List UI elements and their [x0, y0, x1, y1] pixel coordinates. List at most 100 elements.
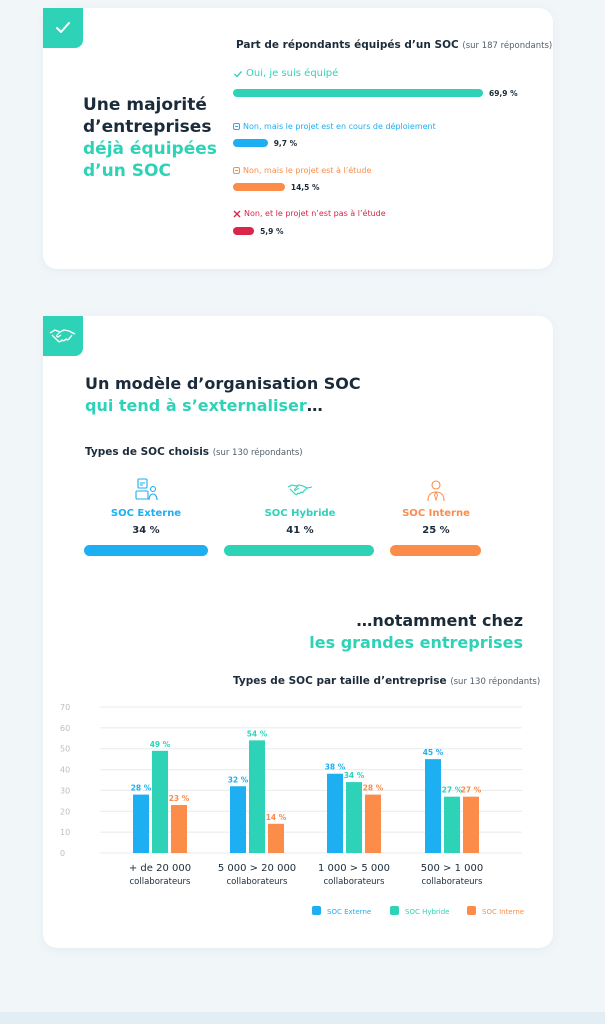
headline-suffix: … — [306, 396, 323, 415]
respondents-note: (sur 187 répondants) — [462, 41, 553, 51]
y-tick-label: 70 — [60, 703, 70, 712]
person-icon — [427, 480, 445, 502]
type-interne-pill — [390, 545, 482, 556]
bar-value-label: 14 % — [266, 813, 287, 822]
bar-value-label: 27 % — [461, 786, 482, 795]
chart-bar — [133, 794, 149, 853]
x-tick-label: 1 000 > 5 000 — [318, 863, 390, 874]
equipment-subtitle: Part de répondants équipés d’un SOC (sur… — [236, 39, 553, 51]
chart-bar — [152, 750, 168, 853]
bar-value-label: 34 % — [344, 771, 365, 780]
type-name: SOC Hybride — [264, 508, 336, 519]
x-tick-label: collaborateurs — [422, 877, 484, 887]
minus-square-icon — [233, 123, 240, 130]
respondents-note: (sur 130 répondants) — [450, 677, 541, 687]
y-tick-label: 60 — [60, 724, 70, 733]
y-tick-label: 40 — [60, 766, 70, 775]
handshake-icon — [49, 329, 76, 343]
type-name: SOC Externe — [110, 508, 182, 519]
check-icon — [234, 70, 243, 78]
headline-line: …notamment chez — [356, 611, 523, 630]
type-percentage: 34 % — [132, 525, 160, 536]
type-externe: SOC Externe 34 % — [103, 476, 189, 536]
type-percentage: 41 % — [286, 525, 314, 536]
legend-swatch — [312, 906, 321, 915]
section1-headline: Une majorité d’entreprises déjà équipées… — [83, 94, 217, 182]
bar-value-label: 27 % — [442, 786, 463, 795]
footer-strip — [0, 1012, 605, 1024]
chart-bar — [230, 786, 246, 853]
option-study-value: 14,5 % — [290, 183, 320, 192]
x-icon — [233, 210, 241, 217]
x-tick-label: collaborateurs — [130, 877, 192, 887]
option-deploying-value: 9,7 % — [273, 139, 298, 148]
bar-value-label: 54 % — [247, 729, 268, 738]
chart-bar — [425, 759, 441, 853]
option-no-label: Non, et le projet n’est pas à l’étude — [233, 209, 386, 218]
chart-bar — [171, 805, 187, 853]
chart-bar — [463, 796, 479, 853]
headline-line: Un modèle d’organisation SOC — [85, 374, 361, 393]
equipment-card: Une majorité d’entreprises déjà équipées… — [43, 8, 553, 269]
y-tick-label: 50 — [60, 745, 70, 754]
option-yes-value: 69,9 % — [489, 89, 518, 98]
headline-highlight: les grandes entreprises — [309, 633, 523, 652]
chart-bar — [327, 773, 343, 853]
legend-swatch — [390, 906, 399, 915]
headline-highlight: déjà équipées — [83, 139, 217, 159]
chart-bar — [268, 823, 284, 853]
chart-bar — [249, 740, 265, 853]
headline-highlight: qui tend à s’externaliser — [85, 396, 307, 415]
y-tick-label: 30 — [60, 786, 70, 795]
soc-model-card: Un modèle d’organisation SOC qui tend à … — [43, 316, 553, 948]
chart-title: Types de SOC par taille d’entreprise (su… — [233, 675, 541, 687]
bar-value-label: 38 % — [325, 763, 346, 772]
respondents-note: (sur 130 répondants) — [212, 448, 303, 458]
minus-square-icon — [233, 167, 240, 174]
x-tick-label: + de 20 000 — [129, 863, 191, 874]
type-hybride-pill — [224, 545, 374, 556]
option-no-value: 5,9 % — [260, 227, 284, 236]
legend-label: SOC Hybride — [405, 908, 450, 916]
section2-headline2: …notamment chez les grandes entreprises — [273, 610, 523, 654]
type-hybride: SOC Hybride 41 % — [257, 476, 343, 536]
section2-headline: Un modèle d’organisation SOC qui tend à … — [85, 373, 361, 417]
legend-label: SOC Interne — [482, 908, 524, 916]
y-tick-label: 10 — [60, 828, 70, 837]
option-study-label: Non, mais le projet est à l’étude — [233, 166, 371, 175]
handshake-badge — [43, 316, 83, 356]
option-yes-bar — [233, 89, 483, 97]
bar-value-label: 49 % — [150, 740, 171, 749]
x-tick-label: 5 000 > 20 000 — [218, 863, 296, 874]
check-icon — [56, 22, 70, 33]
chart-bar — [444, 796, 460, 853]
check-badge — [43, 8, 83, 48]
type-interne: SOC Interne 25 % — [393, 476, 479, 536]
chart-bar — [346, 782, 362, 853]
bar-value-label: 32 % — [228, 775, 249, 784]
y-tick-label: 20 — [60, 807, 70, 816]
bar-value-label: 45 % — [423, 748, 444, 757]
option-deploying-bar — [233, 139, 268, 147]
headline-highlight: d’un SOC — [83, 161, 171, 181]
x-tick-label: collaborateurs — [227, 877, 289, 887]
option-study-bar — [233, 183, 285, 191]
chart-bar — [365, 794, 381, 853]
legend-swatch — [467, 906, 476, 915]
type-name: SOC Interne — [402, 508, 470, 519]
option-yes-label: Oui, je suis équipé — [233, 68, 338, 79]
types-subtitle: Types de SOC choisis (sur 130 répondants… — [85, 446, 303, 458]
handshake-icon — [287, 484, 313, 496]
x-tick-label: collaborateurs — [324, 877, 386, 887]
external-soc-icon — [135, 478, 158, 501]
bar-value-label: 28 % — [131, 784, 152, 793]
bar-value-label: 23 % — [169, 794, 190, 803]
type-percentage: 25 % — [422, 525, 450, 536]
bar-value-label: 28 % — [363, 784, 384, 793]
option-no-bar — [233, 227, 255, 235]
soc-size-bar-chart: 0 10 20 30 40 50 60 70 28 % 49 % 23 % + de 20 000 co… — [60, 703, 524, 916]
y-tick-label: 0 — [60, 849, 65, 858]
headline-line: Une majorité — [83, 95, 207, 115]
option-deploying-label: Non, mais le projet est en cours de dépl… — [233, 122, 436, 131]
headline-line: d’entreprises — [83, 117, 212, 137]
